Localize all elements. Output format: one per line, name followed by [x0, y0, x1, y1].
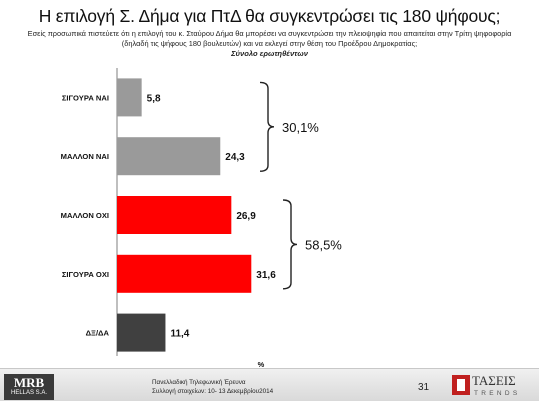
- data-label: 24,3: [225, 152, 245, 163]
- category-label: ΜΑΛΛΟΝ ΝΑΙ: [61, 152, 109, 161]
- survey-dates: Συλλογή στοιχείων: 10- 13 Δεκεμβρίου2014: [152, 388, 274, 395]
- mrb-logo-subtext: HELLAS S.A.: [10, 390, 48, 396]
- sample-base-label: Σύνολο ερωτηθέντων: [231, 49, 308, 58]
- page-number: 31: [418, 382, 430, 393]
- data-label: 31,6: [256, 270, 276, 281]
- data-label: 11,4: [170, 329, 189, 340]
- taseis-logo-icon: [452, 375, 470, 395]
- question-text: Εσείς προσωπικά πιστεύετε ότι η επιλογή …: [27, 29, 512, 48]
- data-label: 5,8: [147, 93, 161, 104]
- bar-4: [117, 254, 252, 293]
- bar-1: [117, 78, 142, 117]
- group-total-label: 58,5%: [305, 237, 342, 252]
- category-label: ΔΞ/ΔΑ: [86, 329, 110, 338]
- bar-3: [117, 196, 232, 234]
- taseis-logo-subtext: TRENDS: [474, 390, 521, 397]
- footer-bar: MRB HELLAS S.A. Πανελλαδική Τηλεφωνική Έ…: [0, 368, 539, 401]
- group-total-label: 30,1%: [282, 120, 319, 135]
- category-label: ΣΙΓΟΥΡΑ ΟΧΙ: [62, 270, 109, 279]
- mrb-logo-text: MRB: [13, 375, 45, 390]
- group-brace-2: [282, 199, 298, 290]
- data-label: 26,9: [236, 211, 256, 222]
- bar-2: [117, 137, 221, 176]
- mrb-logo: MRB HELLAS S.A.: [4, 374, 54, 400]
- bar-chart: ΣΙΓΟΥΡΑ ΝΑΙ 5,8 ΜΑΛΛΟΝ ΝΑΙ 24,3 ΜΑΛΛΟΝ ΟΧΙ 26…: [61, 68, 342, 368]
- bar-5: [117, 313, 166, 352]
- category-label: ΣΙΓΟΥΡΑ ΝΑΙ: [62, 93, 109, 102]
- survey-type: Πανελλαδική Τηλεφωνική Έρευνα: [152, 379, 246, 386]
- page-title: Η επιλογή Σ. Δήμα για ΠτΔ θα συγκεντρώσε…: [38, 6, 501, 26]
- taseis-logo-text: ΤΑΣΕΙΣ: [472, 373, 516, 388]
- x-axis-unit-label: %: [258, 360, 265, 368]
- category-label: ΜΑΛΛΟΝ ΟΧΙ: [61, 211, 109, 220]
- group-brace-1: [259, 81, 275, 172]
